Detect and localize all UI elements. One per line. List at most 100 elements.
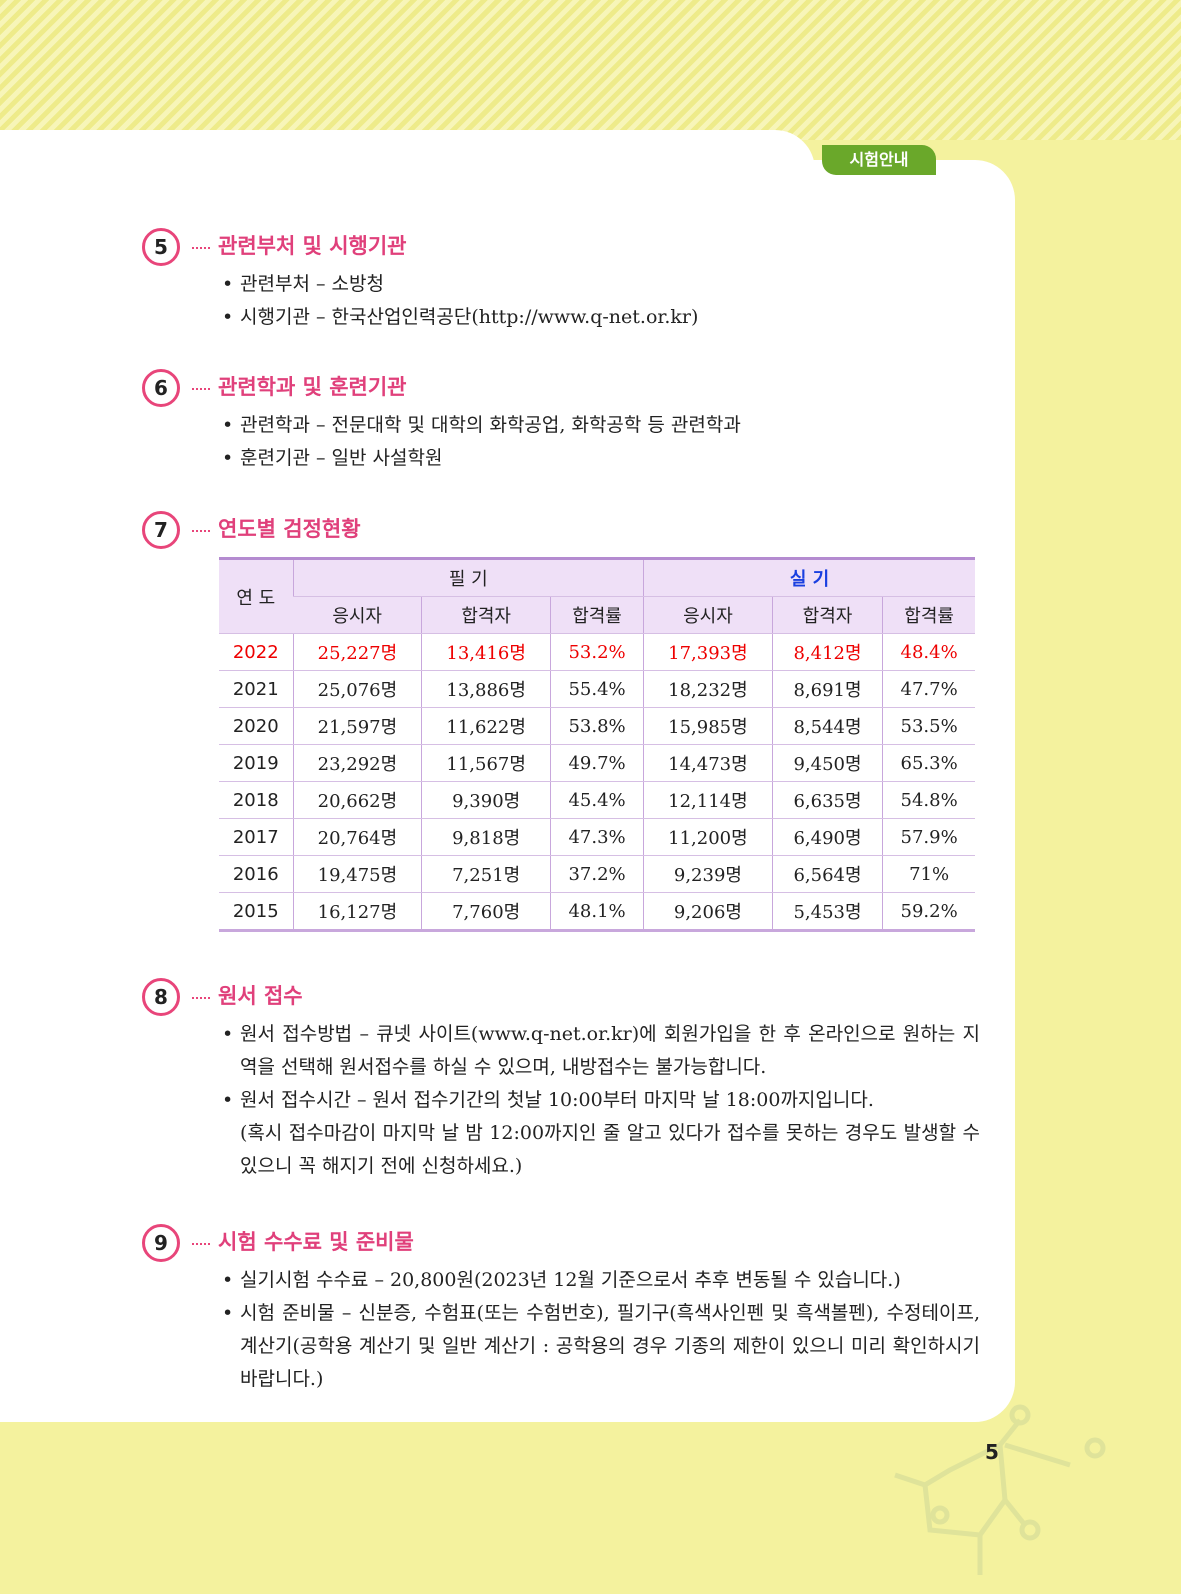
table-cell: 2019: [219, 744, 294, 782]
page-number: 5: [985, 1440, 999, 1464]
item-note: (혹시 접수마감이 마지막 날 밤 12:00까지인 줄 알고 있다가 접수를 …: [240, 1122, 980, 1177]
table-cell: 6,635명: [771, 781, 883, 819]
table-cell: 54.8%: [882, 781, 975, 819]
section-tab: 시험안내: [822, 145, 936, 175]
table-row: 2021 25,076명 13,886명 55.4% 18,232명 8,691명 47.7…: [219, 670, 975, 708]
table-cell: 7,251명: [421, 855, 551, 893]
table-cell: 2016: [219, 855, 294, 893]
item-text: 관련학과 – 전문대학 및 대학의 화학공업, 화학공학 등 관련학과: [240, 414, 741, 436]
table-cell: 18,232명: [643, 670, 773, 708]
table-cell: 49.7%: [550, 744, 644, 782]
table-cell: 5,453명: [771, 892, 883, 932]
table-cell: 45.4%: [550, 781, 644, 819]
table-cell: 17,393명: [643, 633, 773, 671]
bullet: •: [222, 306, 234, 328]
table-row: 2015 16,127명 7,760명 48.1% 9,206명 5,453명 59.2%: [219, 892, 975, 932]
dotted-leader: [192, 1243, 210, 1245]
table-cell: 6,490명: [771, 818, 883, 856]
section-heading: 6 관련학과 및 훈련기관: [140, 369, 980, 409]
section-number: 9: [142, 1224, 180, 1262]
section-heading: 7 연도별 검정현황: [140, 511, 980, 551]
table-cell: 25,227명: [292, 633, 422, 671]
stripe-band: [0, 0, 1181, 140]
table-cell: 65.3%: [882, 744, 975, 782]
table-cell: 2018: [219, 781, 294, 819]
table-cell: 2022: [219, 633, 294, 671]
section-number: 8: [142, 978, 180, 1016]
table-cell: 2017: [219, 818, 294, 856]
section-number: 6: [142, 369, 180, 407]
bullet-item: • 시험 준비물 – 신분증, 수험표(또는 수험번호), 필기구(흑색사인펜 및…: [222, 1297, 980, 1396]
section: 8 원서 접수 • 원서 접수방법 – 큐넷 사이트(www.q-net.or.kr)…: [140, 978, 980, 1183]
section-title: 시험 수수료 및 준비물: [218, 1230, 414, 1254]
item-text: 시행기관 – 한국산업인력공단(http://www.q-net.or.kr): [240, 306, 699, 328]
section: 9 시험 수수료 및 준비물 • 실기시험 수수료 – 20,800원(2023년 1…: [140, 1224, 980, 1396]
table-cell: 9,206명: [643, 892, 773, 932]
section: 7 연도별 검정현황: [140, 511, 980, 551]
table-cell: 2020: [219, 707, 294, 745]
table-cell: 25,076명: [292, 670, 422, 708]
table-cell: 19,475명: [292, 855, 422, 893]
bullet-item: • 실기시험 수수료 – 20,800원(2023년 12월 기준으로서 추후 변…: [222, 1264, 980, 1297]
table-cell: 9,450명: [771, 744, 883, 782]
table-cell: 48.4%: [882, 633, 975, 671]
table-cell: 11,200명: [643, 818, 773, 856]
header-cell: 합격자: [421, 596, 551, 634]
table-cell: 13,416명: [421, 633, 551, 671]
table-cell: 48.1%: [550, 892, 644, 932]
table-cell: 15,985명: [643, 707, 773, 745]
table-row: 2019 23,292명 11,567명 49.7% 14,473명 9,450명 65.3…: [219, 744, 975, 782]
dotted-leader: [192, 247, 210, 249]
bullet: •: [222, 447, 234, 469]
item-text: 관련부처 – 소방청: [240, 273, 384, 295]
section-title: 원서 접수: [218, 984, 303, 1008]
header-cell: 합격자: [771, 596, 883, 634]
molecule-decoration: [894, 1404, 1106, 1575]
table-cell: 55.4%: [550, 670, 644, 708]
item-text: 원서 접수방법 – 큐넷 사이트(www.q-net.or.kr)에 회원가입을…: [240, 1023, 980, 1078]
bullet: •: [222, 1269, 234, 1291]
table-row: 2016 19,475명 7,251명 37.2% 9,239명 6,564명 71%: [219, 855, 975, 893]
table-cell: 53.8%: [550, 707, 644, 745]
table-cell: 11,622명: [421, 707, 551, 745]
section-title: 관련학과 및 훈련기관: [218, 375, 407, 399]
table-cell: 21,597명: [292, 707, 422, 745]
table-cell: 9,818명: [421, 818, 551, 856]
table-cell: 13,886명: [421, 670, 551, 708]
header-cell: 연 도: [219, 557, 294, 634]
table-row: 2018 20,662명 9,390명 45.4% 12,114명 6,635명 54.8%: [219, 781, 975, 819]
section-title: 연도별 검정현황: [218, 517, 361, 541]
bullet-item: • 관련학과 – 전문대학 및 대학의 화학공업, 화학공학 등 관련학과: [222, 409, 980, 442]
table-cell: 20,662명: [292, 781, 422, 819]
header-cell: 필 기: [292, 557, 644, 597]
table-cell: 7,760명: [421, 892, 551, 932]
table-cell: 2021: [219, 670, 294, 708]
table-cell: 37.2%: [550, 855, 644, 893]
bullet: •: [222, 414, 234, 436]
header-cell: 응시자: [643, 596, 773, 634]
dotted-leader: [192, 530, 210, 532]
section-heading: 8 원서 접수: [140, 978, 980, 1018]
bullet: •: [222, 1089, 234, 1111]
table-cell: 2015: [219, 892, 294, 932]
header-cell: 합격률: [882, 596, 975, 634]
table-cell: 53.5%: [882, 707, 975, 745]
header-cell: 합격률: [550, 596, 644, 634]
section: 5 관련부처 및 시행기관 • 관련부처 – 소방청 • 시행기관 – 한국산업인력공단(…: [140, 228, 980, 334]
section-title: 관련부처 및 시행기관: [218, 234, 407, 258]
table-cell: 8,412명: [771, 633, 883, 671]
dotted-leader: [192, 388, 210, 390]
table-cell: 53.2%: [550, 633, 644, 671]
header-cell: 실 기: [643, 557, 975, 597]
table-cell: 6,564명: [771, 855, 883, 893]
table-cell: 9,239명: [643, 855, 773, 893]
table-cell: 57.9%: [882, 818, 975, 856]
item-text: 시험 준비물 – 신분증, 수험표(또는 수험번호), 필기구(흑색사인펜 및 …: [240, 1302, 980, 1390]
section-heading: 9 시험 수수료 및 준비물: [140, 1224, 980, 1264]
section-heading: 5 관련부처 및 시행기관: [140, 228, 980, 268]
table-cell: 12,114명: [643, 781, 773, 819]
